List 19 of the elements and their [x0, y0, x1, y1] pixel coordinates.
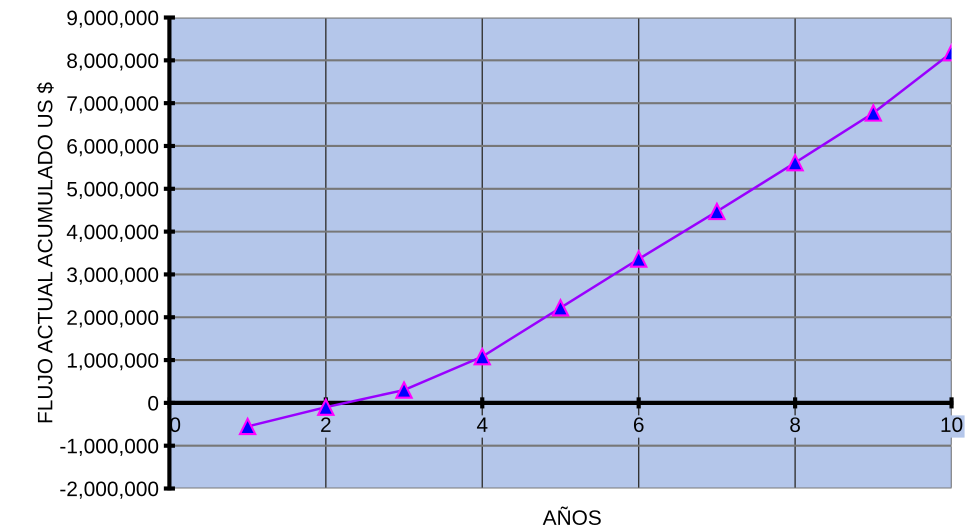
- y-tick-label: 5,000,000: [67, 182, 158, 200]
- y-tick-label: -1,000,000: [60, 438, 158, 456]
- y-tick-label: 6,000,000: [67, 138, 158, 156]
- x-tick-label: 10: [942, 417, 962, 432]
- y-tick-label: 8,000,000: [67, 53, 158, 71]
- y-tick-label: 1,000,000: [68, 353, 158, 370]
- x-tick-label: 8: [790, 417, 800, 432]
- x-axis-title: AÑOS: [542, 506, 601, 526]
- y-tick-label: 4,000,000: [66, 224, 158, 242]
- y-axis-title: FLUJO ACTUAL ACUMULADO US $: [36, 82, 54, 422]
- y-tick-label: 0: [148, 396, 158, 411]
- x-tick-label: 2: [321, 417, 331, 432]
- y-tick-label: 3,000,000: [67, 267, 158, 285]
- x-tick-label: 6: [634, 417, 644, 432]
- y-tick-label: 2,000,000: [67, 310, 158, 328]
- y-tick-label: 7,000,000: [67, 96, 158, 114]
- x-tick-label: 4: [476, 418, 488, 432]
- y-tick-label: -2,000,000: [60, 482, 158, 499]
- y-tick-label: 9,000,000: [67, 10, 158, 28]
